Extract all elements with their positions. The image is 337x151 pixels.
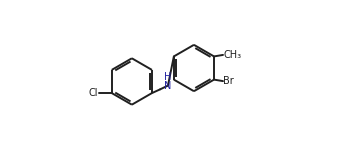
Text: H: H [163,72,171,82]
Text: CH₃: CH₃ [223,50,241,60]
Text: N: N [163,81,171,91]
Text: Cl: Cl [89,88,98,98]
Text: Br: Br [223,76,234,86]
